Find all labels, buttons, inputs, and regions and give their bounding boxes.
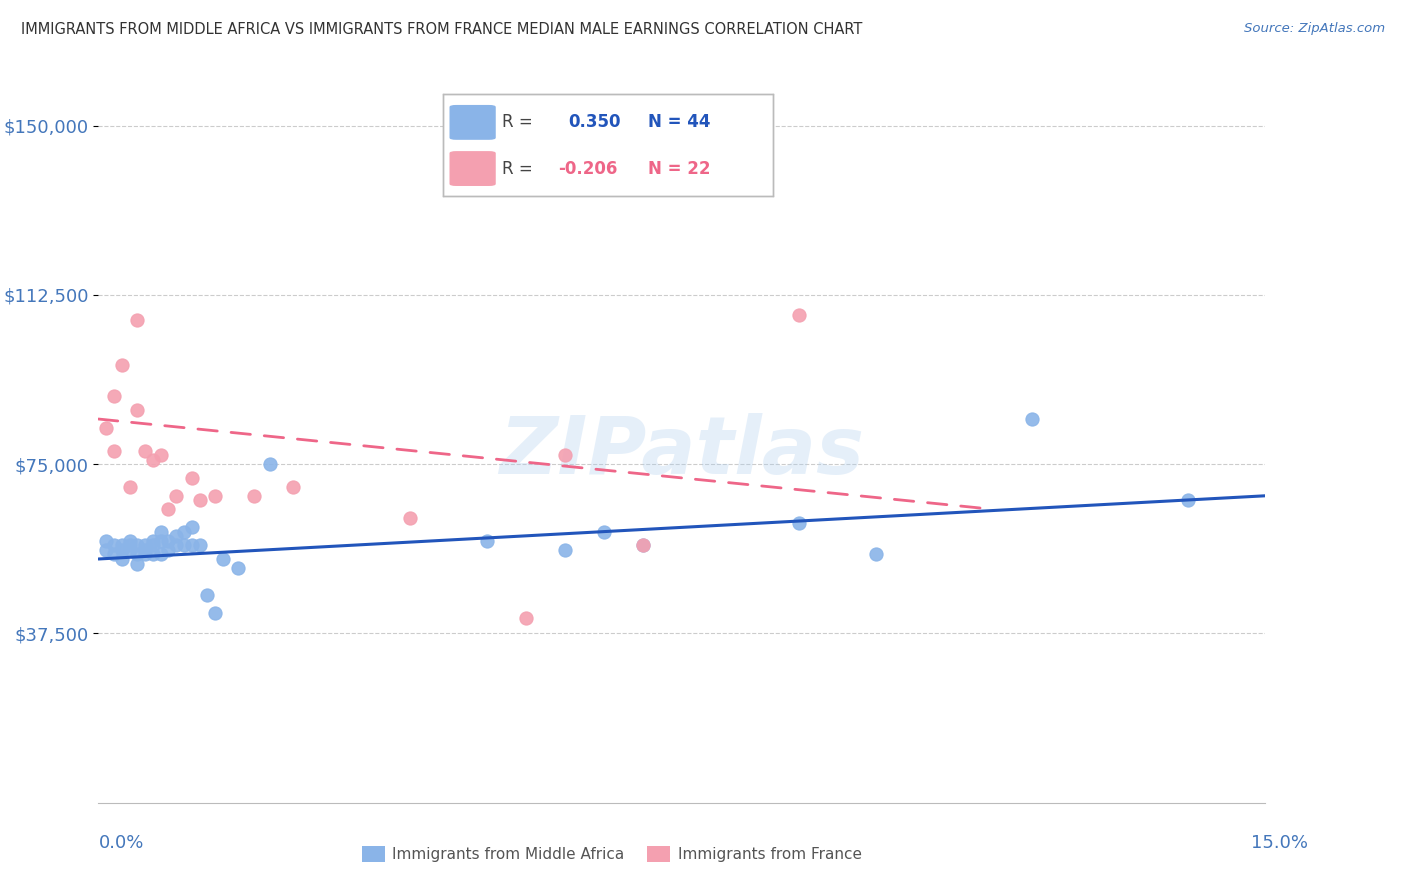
Point xyxy=(111,543,134,558)
Point xyxy=(212,552,235,566)
Point xyxy=(142,538,165,552)
Point xyxy=(103,538,125,552)
Text: IMMIGRANTS FROM MIDDLE AFRICA VS IMMIGRANTS FROM FRANCE MEDIAN MALE EARNINGS COR: IMMIGRANTS FROM MIDDLE AFRICA VS IMMIGRA… xyxy=(21,22,862,37)
Point xyxy=(259,457,281,471)
Point xyxy=(165,538,187,552)
Point xyxy=(96,421,118,435)
Point xyxy=(149,533,172,548)
Point xyxy=(142,452,165,467)
Point xyxy=(103,548,125,562)
Text: N = 44: N = 44 xyxy=(648,113,710,131)
Point xyxy=(188,538,211,552)
Point xyxy=(228,561,250,575)
Point xyxy=(1021,412,1043,426)
Point xyxy=(173,524,195,539)
Text: 15.0%: 15.0% xyxy=(1250,834,1308,852)
Point xyxy=(188,493,211,508)
Point xyxy=(134,443,156,458)
Point xyxy=(281,480,304,494)
Point xyxy=(127,403,149,417)
Point xyxy=(96,543,118,558)
Text: Source: ZipAtlas.com: Source: ZipAtlas.com xyxy=(1244,22,1385,36)
Text: R =: R = xyxy=(502,113,544,131)
Point xyxy=(127,548,149,562)
Point xyxy=(398,511,420,525)
Point xyxy=(865,548,887,562)
Point xyxy=(180,538,202,552)
Point xyxy=(1177,493,1199,508)
Point xyxy=(142,548,165,562)
Point xyxy=(149,448,172,462)
Point xyxy=(554,448,576,462)
Point xyxy=(173,538,195,552)
Point xyxy=(477,533,499,548)
Point xyxy=(111,538,134,552)
Point xyxy=(111,552,134,566)
Point xyxy=(787,308,810,322)
Legend: Immigrants from Middle Africa, Immigrants from France: Immigrants from Middle Africa, Immigrant… xyxy=(356,840,868,868)
Point xyxy=(554,543,576,558)
Point xyxy=(631,538,654,552)
Point xyxy=(195,588,218,602)
Point xyxy=(204,489,226,503)
Point xyxy=(631,538,654,552)
Point xyxy=(127,557,149,571)
Point xyxy=(149,548,172,562)
Point xyxy=(165,489,187,503)
Point xyxy=(157,533,180,548)
Point xyxy=(180,520,202,534)
Point xyxy=(118,480,141,494)
Text: N = 22: N = 22 xyxy=(648,160,710,178)
Point xyxy=(111,358,134,372)
Point xyxy=(787,516,810,530)
Point xyxy=(157,543,180,558)
Point xyxy=(180,471,202,485)
Point xyxy=(96,533,118,548)
Point xyxy=(127,538,149,552)
Text: 0.0%: 0.0% xyxy=(98,834,143,852)
Point xyxy=(134,543,156,558)
Text: -0.206: -0.206 xyxy=(558,160,617,178)
Point xyxy=(515,610,537,624)
FancyBboxPatch shape xyxy=(450,151,496,186)
Text: R =: R = xyxy=(502,160,538,178)
Point xyxy=(118,533,141,548)
Point xyxy=(127,312,149,326)
Point xyxy=(103,443,125,458)
Point xyxy=(103,389,125,403)
Point xyxy=(118,543,141,558)
Text: ZIPatlas: ZIPatlas xyxy=(499,413,865,491)
Point xyxy=(204,606,226,620)
FancyBboxPatch shape xyxy=(450,105,496,140)
Point xyxy=(134,538,156,552)
Point xyxy=(142,533,165,548)
Point xyxy=(165,529,187,543)
Point xyxy=(593,524,616,539)
Text: 0.350: 0.350 xyxy=(568,113,621,131)
Point xyxy=(149,524,172,539)
Point xyxy=(134,548,156,562)
Point xyxy=(118,538,141,552)
Point xyxy=(157,502,180,516)
Point xyxy=(243,489,266,503)
